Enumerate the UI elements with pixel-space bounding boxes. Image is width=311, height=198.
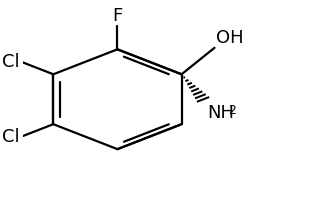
Text: OH: OH — [216, 29, 244, 47]
Text: Cl: Cl — [2, 128, 20, 146]
Text: 2: 2 — [228, 104, 235, 116]
Text: Cl: Cl — [2, 53, 20, 71]
Text: F: F — [112, 7, 123, 25]
Text: NH: NH — [207, 104, 234, 122]
